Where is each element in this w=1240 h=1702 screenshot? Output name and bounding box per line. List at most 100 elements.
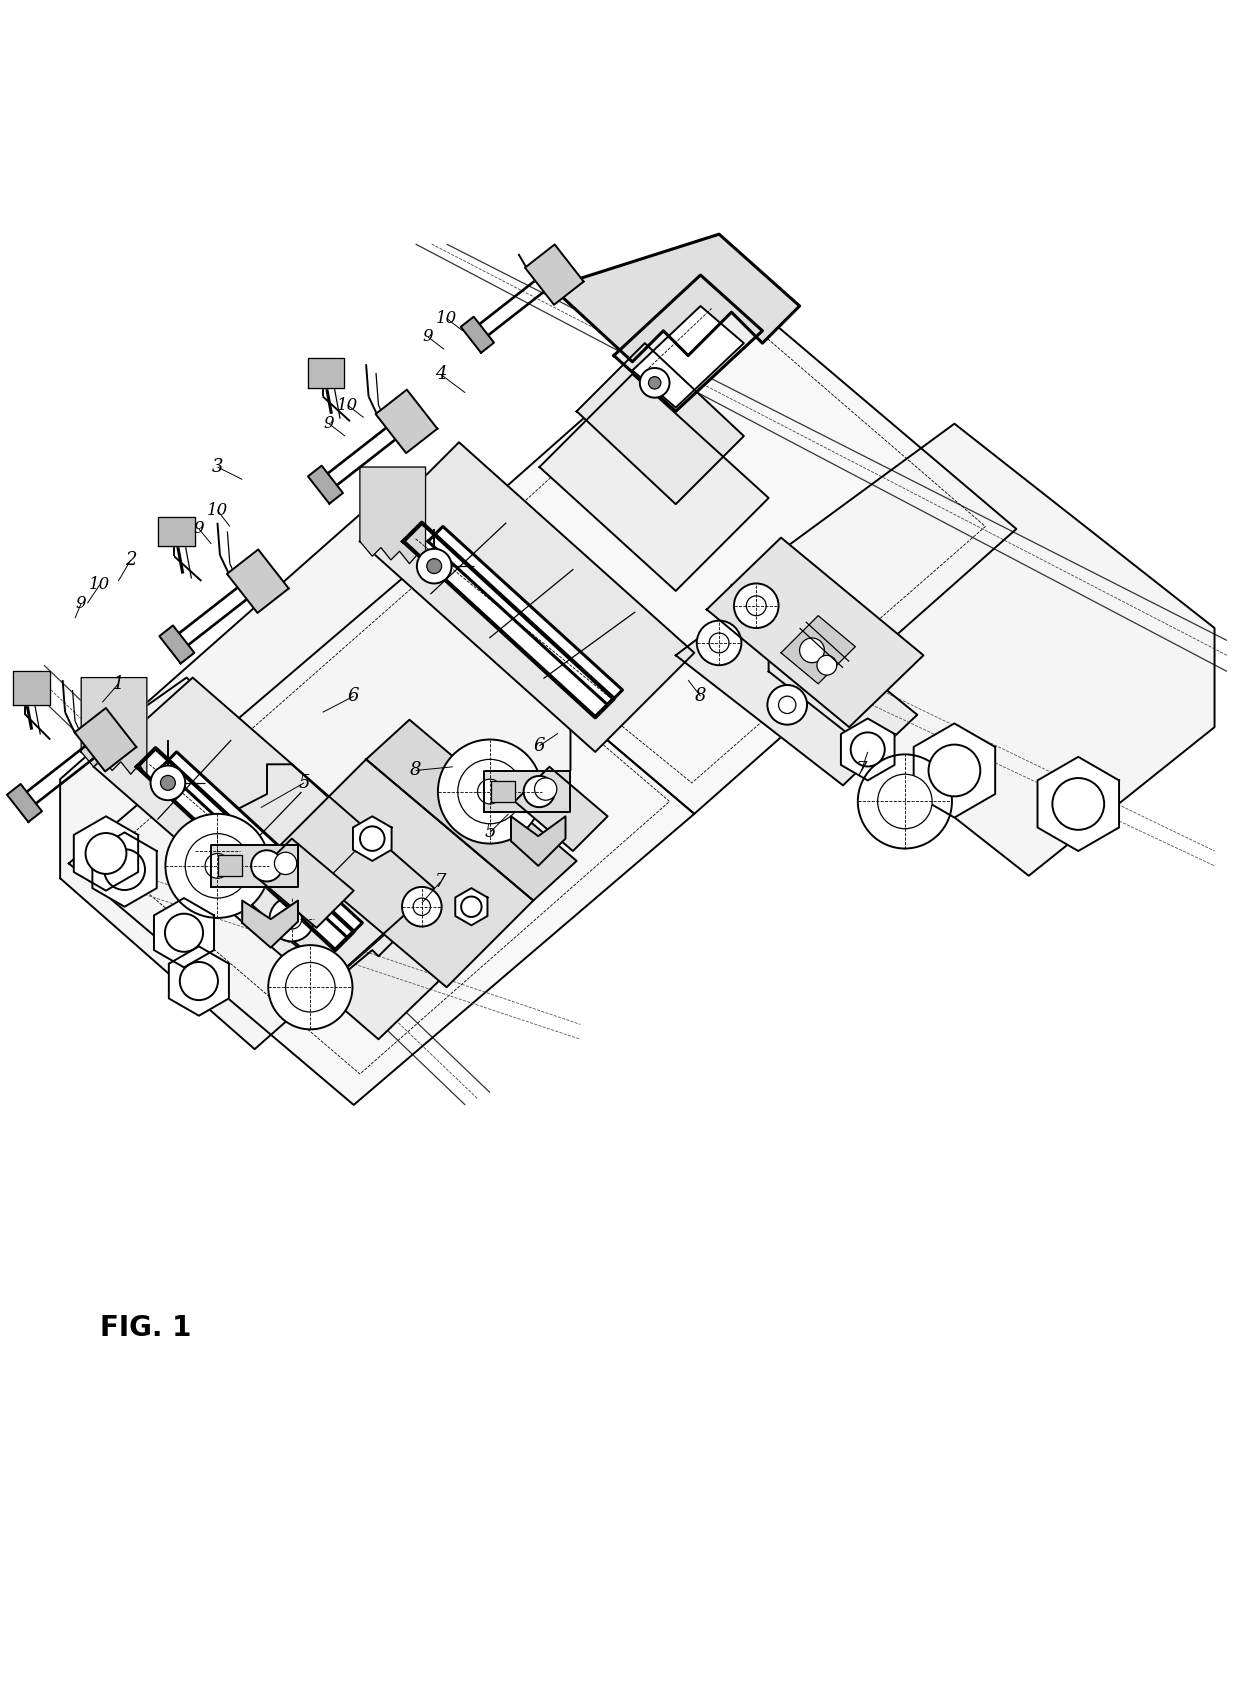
- Polygon shape: [409, 288, 1017, 814]
- Circle shape: [195, 829, 239, 873]
- Circle shape: [180, 962, 218, 1001]
- Polygon shape: [159, 625, 195, 664]
- Circle shape: [640, 368, 670, 398]
- Polygon shape: [577, 344, 744, 504]
- Polygon shape: [211, 846, 298, 887]
- Circle shape: [709, 633, 729, 654]
- Text: 2: 2: [125, 551, 136, 568]
- Polygon shape: [769, 424, 1214, 877]
- Polygon shape: [455, 888, 487, 926]
- Text: 8: 8: [410, 761, 422, 780]
- Polygon shape: [841, 718, 894, 781]
- Polygon shape: [157, 517, 195, 546]
- Polygon shape: [218, 856, 243, 877]
- Circle shape: [252, 851, 283, 882]
- Circle shape: [649, 376, 661, 390]
- Polygon shape: [308, 466, 343, 504]
- Circle shape: [207, 841, 227, 861]
- Polygon shape: [614, 276, 763, 412]
- Circle shape: [929, 744, 981, 797]
- Circle shape: [458, 759, 522, 824]
- Text: 10: 10: [89, 577, 110, 594]
- Circle shape: [697, 621, 742, 665]
- Polygon shape: [1038, 757, 1118, 851]
- Circle shape: [746, 596, 766, 616]
- Circle shape: [86, 832, 126, 873]
- Polygon shape: [676, 585, 918, 785]
- Circle shape: [817, 655, 837, 676]
- Circle shape: [269, 897, 314, 941]
- Circle shape: [104, 849, 145, 890]
- Polygon shape: [515, 768, 608, 851]
- Text: 10: 10: [436, 310, 458, 327]
- Circle shape: [417, 548, 451, 584]
- Polygon shape: [632, 306, 744, 407]
- Polygon shape: [61, 499, 570, 1048]
- Circle shape: [461, 897, 481, 917]
- Text: 1: 1: [113, 674, 124, 693]
- Circle shape: [150, 766, 185, 800]
- Polygon shape: [81, 677, 440, 980]
- Circle shape: [427, 558, 441, 574]
- Text: 9: 9: [423, 328, 433, 346]
- Circle shape: [878, 774, 932, 829]
- Text: 10: 10: [337, 397, 358, 414]
- Text: FIG. 1: FIG. 1: [99, 1314, 191, 1341]
- Circle shape: [165, 914, 203, 951]
- Polygon shape: [161, 752, 362, 938]
- Circle shape: [360, 827, 384, 851]
- Polygon shape: [353, 817, 392, 861]
- Circle shape: [534, 778, 557, 800]
- Polygon shape: [360, 466, 425, 567]
- Circle shape: [185, 834, 249, 899]
- Circle shape: [1053, 778, 1104, 831]
- Polygon shape: [180, 764, 484, 1040]
- Circle shape: [779, 696, 796, 713]
- Polygon shape: [68, 572, 694, 1105]
- Text: 6: 6: [348, 688, 360, 705]
- Polygon shape: [403, 523, 614, 717]
- Circle shape: [285, 962, 335, 1013]
- Text: 7: 7: [856, 761, 867, 780]
- Text: 5: 5: [299, 774, 310, 791]
- Text: 10: 10: [207, 502, 228, 519]
- Text: 9: 9: [324, 415, 335, 432]
- Polygon shape: [376, 390, 438, 453]
- Circle shape: [268, 945, 352, 1030]
- Polygon shape: [914, 723, 996, 817]
- Circle shape: [281, 909, 301, 929]
- Polygon shape: [74, 708, 136, 771]
- Text: 3: 3: [212, 458, 223, 477]
- Text: 7: 7: [435, 873, 446, 890]
- Polygon shape: [360, 443, 694, 752]
- Polygon shape: [93, 677, 434, 977]
- Polygon shape: [14, 671, 51, 705]
- Polygon shape: [279, 759, 533, 987]
- Text: 4: 4: [435, 366, 446, 383]
- Polygon shape: [92, 832, 156, 907]
- Polygon shape: [539, 374, 769, 591]
- Circle shape: [851, 732, 885, 766]
- Circle shape: [768, 684, 807, 725]
- Circle shape: [438, 740, 542, 844]
- Text: 6: 6: [533, 737, 546, 754]
- Polygon shape: [525, 245, 584, 305]
- Polygon shape: [227, 550, 289, 613]
- Polygon shape: [7, 785, 42, 822]
- Polygon shape: [169, 946, 229, 1016]
- Circle shape: [413, 899, 430, 916]
- Text: 5: 5: [484, 824, 496, 841]
- Circle shape: [800, 638, 825, 662]
- Polygon shape: [81, 677, 146, 776]
- Circle shape: [858, 754, 952, 849]
- Polygon shape: [136, 749, 353, 950]
- Polygon shape: [366, 720, 577, 900]
- Circle shape: [734, 584, 779, 628]
- Circle shape: [160, 776, 175, 790]
- Polygon shape: [781, 616, 856, 684]
- Polygon shape: [308, 357, 343, 388]
- Circle shape: [402, 887, 441, 926]
- Circle shape: [205, 853, 229, 878]
- Text: 8: 8: [694, 688, 707, 705]
- Polygon shape: [254, 839, 353, 928]
